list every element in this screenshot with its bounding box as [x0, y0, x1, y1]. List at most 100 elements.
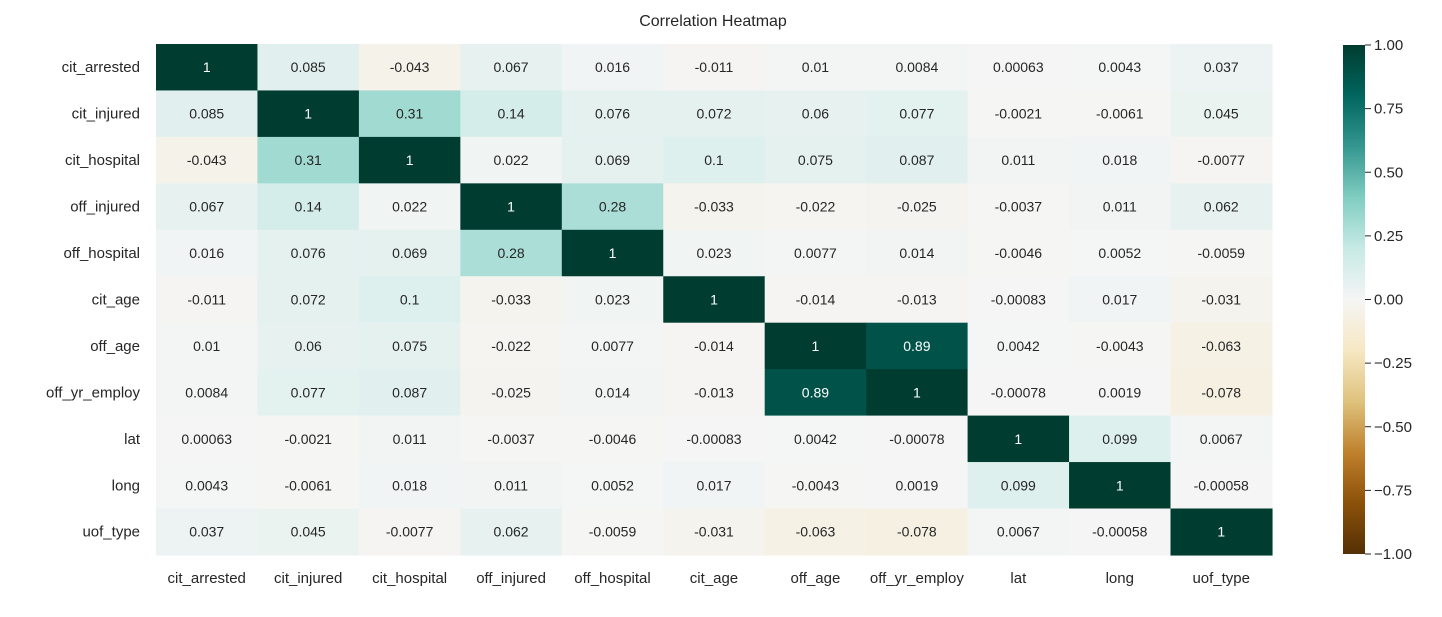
cell-value-label: 0.062: [1204, 199, 1239, 215]
heatmap-cell: [561, 183, 664, 231]
heatmap-cell: [764, 90, 867, 138]
heatmap-cell: [1170, 276, 1273, 324]
heatmap-cell: [764, 136, 867, 184]
heatmap-cell: [866, 183, 969, 231]
heatmap-cell: [358, 276, 461, 324]
x-tick-label: cit_arrested: [168, 570, 246, 587]
cell-value-label: 0.022: [392, 199, 427, 215]
cell-value-label: 0.023: [696, 245, 731, 261]
heatmap-cell: [663, 229, 766, 277]
colorbar-tick-label: 0.00: [1374, 292, 1403, 309]
cell-value-label: 0.0019: [1098, 384, 1141, 400]
heatmap-cell: [866, 276, 969, 324]
heatmap-cell: [663, 415, 766, 463]
x-tick-label: off_yr_employ: [870, 570, 964, 587]
heatmap-cell: [1170, 136, 1273, 184]
cell-value-label: 0.14: [295, 199, 322, 215]
heatmap-cell: [156, 369, 259, 417]
heatmap-cell: [1170, 90, 1273, 138]
heatmap-cell: [460, 415, 563, 463]
heatmap-cell: [866, 369, 969, 417]
cell-value-label: 0.087: [392, 384, 427, 400]
cell-value-label: -0.013: [897, 291, 937, 307]
cell-value-label: 0.28: [497, 245, 524, 261]
heatmap-cell: [358, 44, 461, 92]
cell-value-label: 1: [812, 338, 820, 354]
cell-value-label: 0.0052: [591, 477, 634, 493]
heatmap-annotations: 1 0.085 -0.043 0.067 0.016 -0.011 0.01 0.0084 0.…: [181, 59, 1249, 540]
cell-value-label: 0.014: [899, 245, 934, 261]
colorbar-tick-label: −1.00: [1374, 546, 1412, 563]
cell-value-label: -0.031: [1201, 291, 1241, 307]
heatmap-cell: [663, 322, 766, 370]
cell-value-label: -0.031: [694, 524, 734, 540]
x-tick-label: off_age: [791, 570, 841, 587]
colorbar-tick-label: 0.75: [1374, 101, 1403, 118]
heatmap-cell: [358, 415, 461, 463]
heatmap-cell: [866, 415, 969, 463]
cell-value-label: 0.099: [1001, 477, 1036, 493]
heatmap-cell: [257, 462, 360, 510]
heatmap-cell: [156, 136, 259, 184]
cell-value-label: 0.0043: [1098, 59, 1141, 75]
cell-value-label: 0.0077: [794, 245, 837, 261]
cell-value-label: -0.014: [796, 291, 836, 307]
heatmap-cell: [866, 462, 969, 510]
heatmap-cell: [561, 44, 664, 92]
heatmap-cell: [1170, 415, 1273, 463]
heatmap-cell: [663, 508, 766, 556]
cell-value-label: 0.076: [291, 245, 326, 261]
cell-value-label: -0.0061: [1096, 106, 1144, 122]
cell-value-label: 0.067: [494, 59, 529, 75]
cell-value-label: 0.077: [291, 384, 326, 400]
heatmap-cell: [1170, 229, 1273, 277]
cell-value-label: -0.00078: [991, 384, 1046, 400]
heatmap-cell: [866, 508, 969, 556]
cell-value-label: 0.01: [802, 59, 829, 75]
heatmap-cell: [257, 322, 360, 370]
heatmap-cell: [156, 229, 259, 277]
cell-value-label: -0.011: [187, 291, 226, 307]
heatmap-cell: [257, 229, 360, 277]
heatmap-cell: [561, 462, 664, 510]
x-tick-label: long: [1106, 570, 1134, 587]
heatmap-cell: [764, 322, 867, 370]
cell-value-label: 0.075: [798, 152, 833, 168]
cell-value-label: 0.1: [704, 152, 724, 168]
heatmap-cell: [561, 322, 664, 370]
cell-value-label: -0.0043: [1096, 338, 1144, 354]
cell-value-label: 0.018: [1102, 152, 1137, 168]
cell-value-label: -0.0059: [1197, 245, 1245, 261]
heatmap-cell: [1170, 183, 1273, 231]
cell-value-label: 0.077: [899, 106, 934, 122]
heatmap-cell: [663, 276, 766, 324]
x-tick-label: cit_injured: [274, 570, 342, 587]
heatmap-cell: [1069, 415, 1172, 463]
heatmap-cell: [764, 462, 867, 510]
cell-value-label: 0.1: [400, 291, 420, 307]
heatmap-cell: [257, 415, 360, 463]
y-tick-label: cit_injured: [72, 106, 140, 123]
heatmap-cell: [1069, 90, 1172, 138]
cell-value-label: 0.0067: [1200, 431, 1243, 447]
cell-value-label: -0.0037: [995, 199, 1043, 215]
heatmap-cell: [764, 276, 867, 324]
heatmap-cell: [967, 322, 1070, 370]
heatmap-cell: [460, 136, 563, 184]
cell-value-label: -0.022: [491, 338, 531, 354]
heatmap-cell: [967, 276, 1070, 324]
cell-value-label: 0.075: [392, 338, 427, 354]
heatmap-cell: [764, 508, 867, 556]
x-tick-label: lat: [1010, 570, 1027, 587]
cell-value-label: -0.025: [491, 384, 531, 400]
cell-value-label: -0.00078: [889, 431, 944, 447]
cell-value-label: -0.0043: [792, 477, 840, 493]
heatmap-cell: [156, 183, 259, 231]
cell-value-label: 0.087: [899, 152, 934, 168]
cell-value-label: 0.011: [1103, 199, 1137, 215]
cell-value-label: 0.0084: [895, 59, 938, 75]
heatmap-cell: [663, 44, 766, 92]
cell-value-label: 0.062: [494, 524, 529, 540]
heatmap-cell: [967, 90, 1070, 138]
heatmap-cell: [561, 508, 664, 556]
